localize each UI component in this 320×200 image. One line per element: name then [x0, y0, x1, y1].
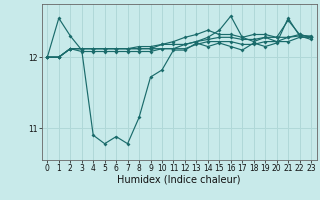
X-axis label: Humidex (Indice chaleur): Humidex (Indice chaleur) — [117, 175, 241, 185]
